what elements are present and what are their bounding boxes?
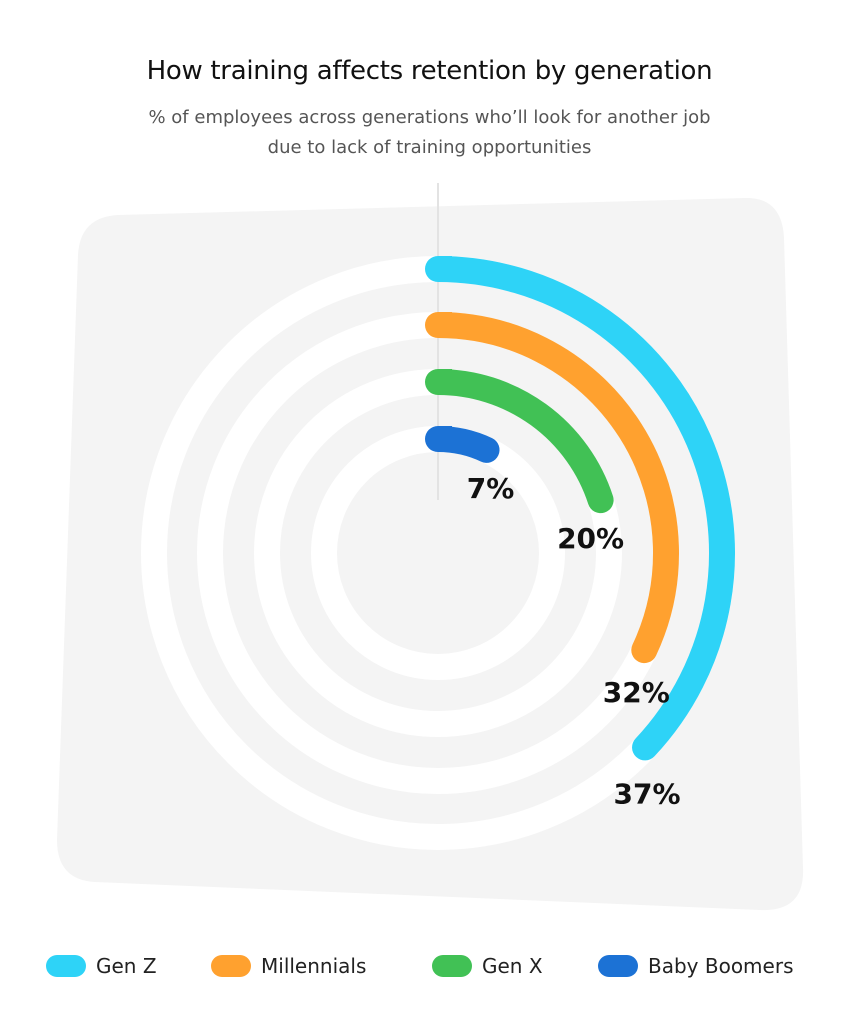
arc-gen-z: [425, 256, 735, 761]
legend-item-gen-z: Gen Z: [46, 951, 157, 981]
chart-title: How training affects retention by genera…: [146, 56, 713, 86]
legend-label-baby-boomers: Baby Boomers: [648, 954, 794, 978]
legend-item-gen-x: Gen X: [432, 951, 543, 981]
legend-swatch-baby-boomers: [598, 955, 638, 977]
arc-start-gen-z: [438, 256, 452, 282]
legend-label-gen-z: Gen Z: [96, 954, 157, 978]
value-label-gen-x: 20%: [557, 522, 624, 555]
value-label-millennials: 32%: [603, 676, 670, 709]
chart-background-panel: [57, 197, 804, 911]
legend-swatch-gen-x: [432, 955, 472, 977]
chart-subtitle: % of employees across generations who’ll…: [0, 103, 859, 163]
legend-item-baby-boomers: Baby Boomers: [598, 951, 794, 981]
arc-start-baby-boomers: [438, 426, 452, 452]
arc-start-millennials: [438, 312, 452, 338]
arc-millennials: [425, 312, 679, 664]
arc-start-gen-x: [438, 369, 452, 395]
legend: Gen Z Millennials Gen X Baby Boomers: [46, 951, 836, 981]
value-label-gen-z: 37%: [613, 777, 680, 810]
legend-swatch-gen-z: [46, 955, 86, 977]
legend-item-millennials: Millennials: [211, 951, 366, 981]
subtitle-line-2: due to lack of training opportunities: [267, 137, 592, 158]
subtitle-line-1: % of employees across generations who’ll…: [148, 107, 711, 128]
value-label-baby-boomers: 7%: [467, 472, 515, 505]
arc-gen-x: [425, 369, 614, 514]
legend-label-gen-x: Gen X: [482, 954, 543, 978]
legend-swatch-millennials: [211, 955, 251, 977]
legend-label-millennials: Millennials: [261, 954, 367, 978]
